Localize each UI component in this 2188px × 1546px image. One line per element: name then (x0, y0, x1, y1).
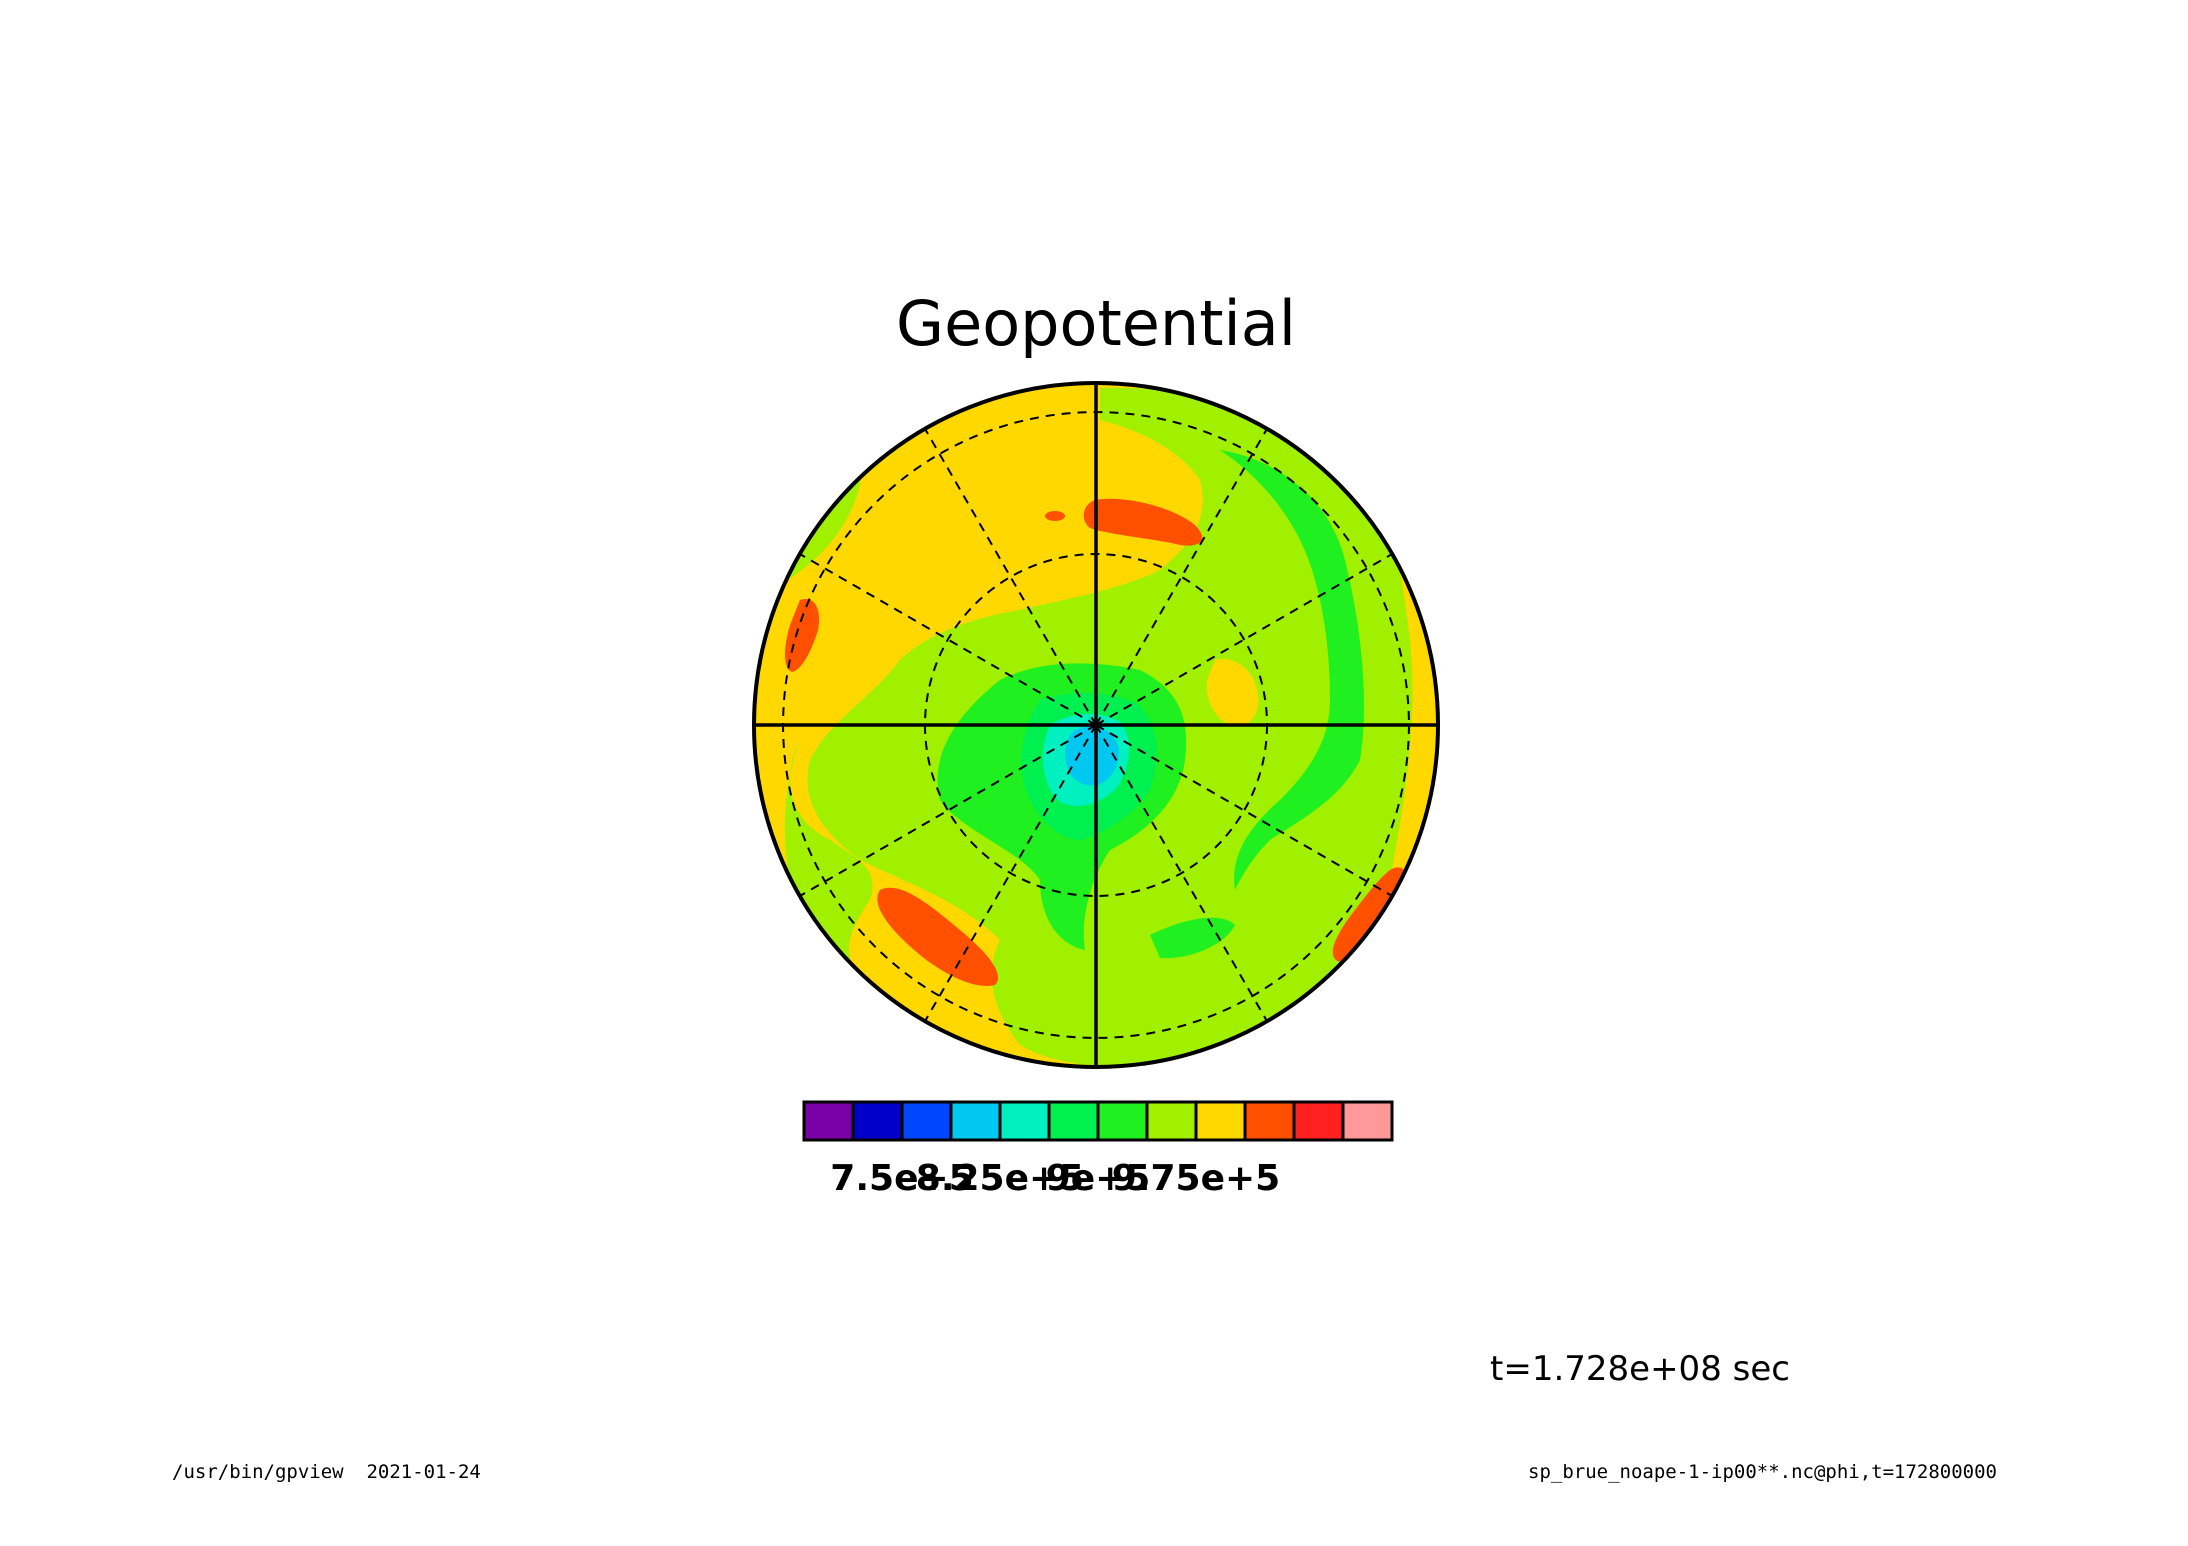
colorbar-swatch-4 (998, 1100, 1051, 1142)
colorbar-tick-label: 8.25e+5 (916, 1158, 1084, 1199)
colorbar-swatch-7 (1145, 1100, 1198, 1142)
colorbar-tick-label: 9e+5 (1046, 1158, 1151, 1199)
colorbar-swatch-2 (900, 1100, 953, 1142)
colorbar-swatch-9 (1243, 1100, 1296, 1142)
meridian-330 (1095, 724, 1393, 897)
footer-left: /usr/bin/gpview 2021-01-24 (172, 1461, 481, 1483)
meridian-150 (799, 553, 1097, 726)
polar-plot (754, 383, 1438, 1067)
field-max-orange-southeast (1332, 867, 1410, 962)
colorbar-swatch-6 (1096, 1100, 1149, 1142)
field-band-green-east (1220, 450, 1365, 890)
field-max-orange-north-small (1045, 511, 1065, 521)
meridian-300 (1095, 724, 1268, 1022)
colorbar-swatch-11 (1341, 1100, 1394, 1142)
colorbar-swatch-3 (949, 1100, 1002, 1142)
colorbar-swatch-0 (802, 1100, 855, 1142)
meridian-210 (799, 724, 1097, 897)
field-max-orange-west (785, 599, 820, 672)
meridian-120 (924, 428, 1097, 726)
meridian-60 (1095, 428, 1268, 726)
field-yellow-patch-east (1206, 659, 1259, 727)
footer-right: sp_brue_noape-1-ip00**.nc@phi,t=17280000… (1528, 1461, 1997, 1483)
field-max-orange-southwest (877, 887, 999, 986)
colorbar-ticks: 7.5e+58.25e+59e+59.75e+5 (830, 1158, 1280, 1199)
field-max-orange-north (1083, 498, 1203, 546)
meridian-30 (1095, 553, 1393, 726)
chart-title: Geopotential (896, 287, 1296, 360)
colorbar-swatch-1 (851, 1100, 904, 1142)
field-band-green-south (1150, 917, 1235, 959)
colorbar-tick-label: 7.5e+5 (830, 1158, 973, 1199)
colorbar-tick-label: 9.75e+5 (1112, 1158, 1280, 1199)
colorbar (802, 1100, 1394, 1142)
plot-boundary (752, 381, 1440, 1069)
meridians-solid (754, 383, 1438, 1067)
time-label: t=1.728e+08 sec (1490, 1349, 1790, 1389)
colorbar-swatch-8 (1194, 1100, 1247, 1142)
colorbar-swatch-5 (1047, 1100, 1100, 1142)
colorbar-swatch-10 (1292, 1100, 1345, 1142)
meridian-240 (924, 724, 1097, 1022)
